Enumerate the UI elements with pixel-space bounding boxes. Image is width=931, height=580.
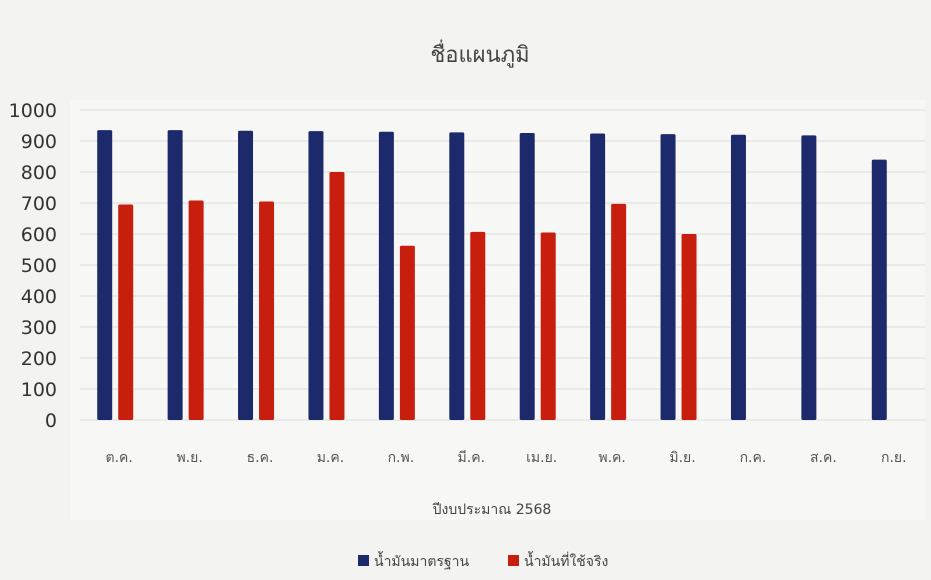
bar-standard-2 — [167, 130, 183, 420]
bar-standard-6 — [449, 132, 465, 420]
legend: น้ำมันมาตรฐาน น้ำมันที่ใช้จริง — [358, 551, 608, 570]
x-category-label: ก.พ. — [388, 450, 415, 466]
y-tick-label: 700 — [21, 193, 57, 215]
bar-actual-1 — [118, 204, 134, 420]
bars — [97, 130, 887, 421]
legend-swatch-standard — [358, 555, 369, 566]
bar-standard-10 — [730, 134, 746, 421]
bar-standard-4 — [308, 131, 324, 420]
bar-actual-6 — [470, 231, 486, 420]
gridlines — [80, 109, 925, 421]
y-tick-label: 200 — [21, 348, 57, 370]
x-category-label: ธ.ค. — [247, 450, 274, 466]
bar-actual-4 — [329, 172, 345, 420]
bar-standard-9 — [660, 134, 676, 420]
bar-actual-9 — [681, 234, 697, 420]
bar-standard-11 — [801, 135, 817, 421]
bar-actual-8 — [611, 203, 627, 420]
y-tick-label: 900 — [21, 131, 57, 153]
legend-swatch-actual — [508, 555, 519, 566]
y-tick-label: 400 — [21, 286, 57, 308]
bar-actual-5 — [399, 245, 415, 420]
bar-standard-1 — [97, 130, 113, 420]
x-category-label: ก.ย. — [881, 450, 907, 466]
x-category-label: ส.ค. — [810, 450, 837, 466]
y-tick-label: 100 — [21, 379, 57, 401]
plot-background — [70, 100, 925, 520]
x-category-label: พ.ค. — [598, 450, 626, 466]
bar-actual-7 — [540, 232, 556, 420]
x-category-label: ม.ค. — [317, 450, 345, 466]
chart-title: ชื่อแผนภูมิ — [430, 39, 529, 68]
y-tick-label: 600 — [21, 224, 57, 246]
y-tick-label: 800 — [21, 162, 57, 184]
y-tick-label: 300 — [21, 317, 57, 339]
y-tick-label: 0 — [45, 410, 57, 432]
bar-standard-12 — [871, 159, 887, 420]
x-category-label: พ.ย. — [176, 450, 202, 466]
bar-actual-3 — [259, 201, 275, 420]
legend-label-actual: น้ำมันที่ใช้จริง — [524, 551, 608, 570]
bar-actual-2 — [188, 200, 204, 420]
x-category-label: มิ.ย. — [669, 450, 695, 466]
x-axis-title: ปีงบประมาณ 2568 — [432, 502, 551, 518]
x-category-label: ก.ค. — [740, 450, 767, 466]
legend-label-standard: น้ำมันมาตรฐาน — [374, 551, 470, 570]
y-tick-label: 1000 — [9, 100, 57, 122]
x-category-label: มี.ค. — [458, 450, 486, 466]
y-axis-ticks: 0 100 200 300 400 500 600 700 800 900 1000 — [9, 100, 57, 432]
bar-standard-5 — [378, 131, 394, 420]
x-category-label: ต.ค. — [106, 450, 133, 466]
bar-standard-7 — [519, 132, 535, 420]
x-axis-categories: ต.ค. พ.ย. ธ.ค. ม.ค. ก.พ. มี.ค. เม.ย. พ.ค. มิ.ย. ก… — [106, 450, 907, 466]
bar-standard-3 — [238, 130, 254, 420]
y-tick-label: 500 — [21, 255, 57, 277]
x-category-label: เม.ย. — [526, 450, 557, 466]
bar-standard-8 — [590, 133, 606, 420]
